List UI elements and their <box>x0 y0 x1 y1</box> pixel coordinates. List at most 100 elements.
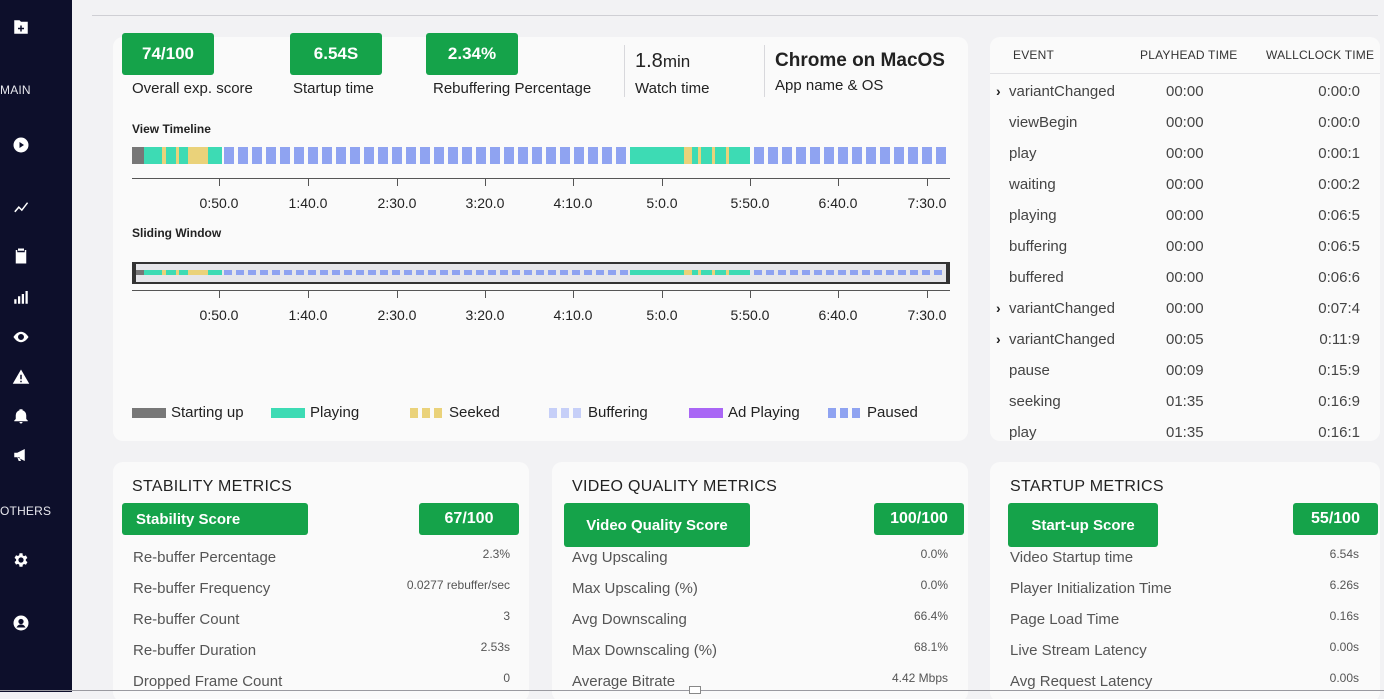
paused-segment <box>406 147 416 164</box>
paused-segment <box>428 270 436 275</box>
paused-segment <box>620 270 628 275</box>
view-timeline-tick-mark <box>219 178 220 186</box>
sliding-window-tick-label: 2:30.0 <box>377 307 417 323</box>
megaphone-icon[interactable] <box>10 444 32 466</box>
rebuffer-label: Rebuffering Percentage <box>433 80 592 97</box>
paused-segment <box>296 270 304 275</box>
paused-segment <box>814 270 822 275</box>
view-timeline-tick-label: 5:0.0 <box>646 195 678 211</box>
seeked-segment <box>176 147 179 164</box>
metric-value: 68.1% <box>913 640 948 654</box>
sliding-window-tick-label: 7:30.0 <box>907 307 947 323</box>
paused-segment <box>224 147 234 164</box>
paused-segment <box>796 147 806 164</box>
play-icon[interactable] <box>10 134 32 156</box>
event-row[interactable]: buffered 00:00 0:06:6 <box>990 269 1380 300</box>
paused-segment <box>766 270 774 275</box>
video-quality-metrics-title: VIDEO QUALITY METRICS <box>572 478 778 495</box>
paused-segment <box>880 147 890 164</box>
paused-segment <box>826 270 834 275</box>
metric-value: 0.0% <box>920 578 948 592</box>
view-timeline-tick-mark <box>397 178 398 186</box>
metric-value: 66.4% <box>913 609 948 623</box>
eye-icon[interactable] <box>10 326 32 348</box>
paused-segment <box>546 147 556 164</box>
legend-swatch <box>410 407 444 418</box>
paused-segment <box>252 147 262 164</box>
event-row[interactable]: buffering 00:00 0:06:5 <box>990 238 1380 269</box>
sliding-window-tick-label: 3:20.0 <box>465 307 505 323</box>
sliding-window-tick-label: 4:10.0 <box>553 307 593 323</box>
paused-segment <box>754 147 764 164</box>
rebuffer-badge: 2.34% <box>426 33 518 75</box>
metric-label: Re-buffer Frequency <box>133 580 271 597</box>
event-playhead-time: 01:35 <box>1166 424 1204 441</box>
user-icon[interactable] <box>10 612 32 634</box>
sliding-window-bar[interactable] <box>132 262 950 284</box>
paused-segment <box>934 270 942 275</box>
event-row[interactable]: seeking 01:35 0:16:9 <box>990 393 1380 424</box>
event-expand-chevron[interactable]: › <box>996 331 1001 347</box>
metric-value: 2.3% <box>482 547 510 561</box>
event-row[interactable]: play 00:00 0:00:1 <box>990 145 1380 176</box>
sliding-window-axis <box>132 290 950 291</box>
event-row[interactable]: waiting 00:00 0:00:2 <box>990 176 1380 207</box>
view-timeline-tick-label: 7:30.0 <box>907 195 947 211</box>
sliding-window-tick-label: 0:50.0 <box>199 307 239 323</box>
seeked-segment <box>726 270 729 275</box>
paused-segment <box>768 147 778 164</box>
trend-icon[interactable] <box>10 195 32 217</box>
bar-chart-icon[interactable] <box>10 286 32 308</box>
sliding-window-tick-label: 5:0.0 <box>646 307 678 323</box>
event-row[interactable]: › variantChanged 00:05 0:11:9 <box>990 331 1380 362</box>
gear-icon[interactable] <box>10 549 32 571</box>
header-divider <box>92 15 1378 16</box>
legend-label: Ad Playing <box>728 404 800 421</box>
metric-value: 0.0% <box>920 547 948 561</box>
event-expand-chevron[interactable]: › <box>996 83 1001 99</box>
paused-segment <box>910 270 918 275</box>
event-row[interactable]: viewBegin 00:00 0:00:0 <box>990 114 1380 145</box>
app-os-label: App name & OS <box>775 77 884 94</box>
add-folder-icon[interactable] <box>10 16 32 38</box>
paused-segment <box>344 270 352 275</box>
paused-segment <box>488 270 496 275</box>
event-row[interactable]: › variantChanged 00:00 0:00:0 <box>990 83 1380 114</box>
event-row[interactable]: pause 00:09 0:15:9 <box>990 362 1380 393</box>
bell-icon[interactable] <box>10 405 32 427</box>
legend-item: Buffering <box>549 404 648 421</box>
seeked-segment <box>176 270 179 275</box>
paused-segment <box>392 270 400 275</box>
paused-segment <box>404 270 412 275</box>
app-os-value: Chrome on MacOS <box>775 50 945 71</box>
view-timeline-tick-label: 5:50.0 <box>730 195 770 211</box>
overview-card <box>113 37 968 441</box>
event-row[interactable]: › variantChanged 00:00 0:07:4 <box>990 300 1380 331</box>
events-header-wallclock: WALLCLOCK TIME <box>1266 48 1375 62</box>
view-timeline-bar[interactable] <box>132 147 950 164</box>
event-name: waiting <box>1009 176 1056 193</box>
sidebar-section-main: MAIN <box>0 83 31 97</box>
view-timeline-tick-mark <box>308 178 309 186</box>
resize-handle[interactable] <box>689 686 701 694</box>
paused-segment <box>894 147 904 164</box>
paused-segment <box>272 270 280 275</box>
video-quality-metrics-card <box>552 462 968 699</box>
events-header-divider <box>990 73 1380 74</box>
event-row[interactable]: playing 00:00 0:06:5 <box>990 207 1380 238</box>
clipboard-icon[interactable] <box>10 245 32 267</box>
event-expand-chevron[interactable]: › <box>996 300 1001 316</box>
paused-segment <box>266 147 276 164</box>
paused-segment <box>852 147 862 164</box>
seeked-segment <box>712 270 715 275</box>
event-row[interactable]: play 01:35 0:16:1 <box>990 424 1380 441</box>
sliding-window-handle-left <box>132 262 136 284</box>
paused-segment <box>518 147 528 164</box>
warning-icon[interactable] <box>10 366 32 388</box>
paused-segment <box>560 147 570 164</box>
paused-segment <box>448 147 458 164</box>
event-wallclock-time: 0:15:9 <box>1318 362 1360 379</box>
paused-segment <box>838 147 848 164</box>
starting-up-segment <box>132 147 144 164</box>
metric-label: Video Startup time <box>1010 549 1134 566</box>
